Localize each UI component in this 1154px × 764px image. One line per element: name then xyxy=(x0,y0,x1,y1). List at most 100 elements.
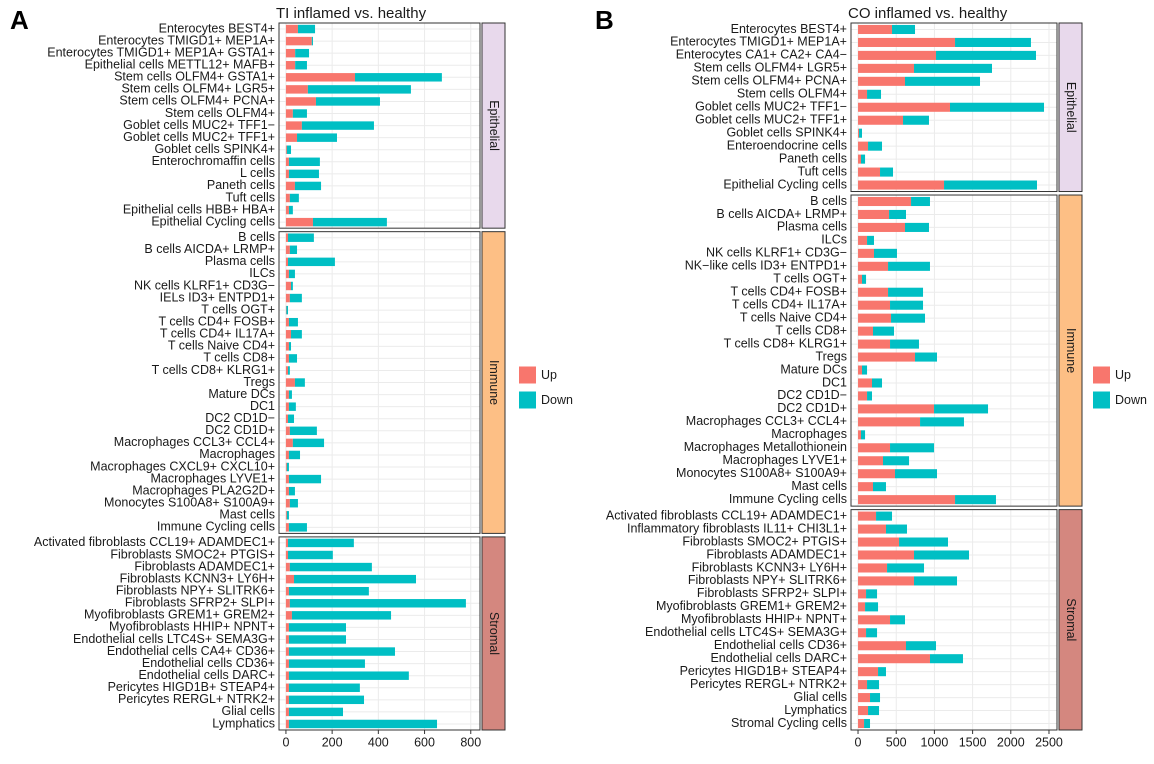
bar-segment xyxy=(290,499,298,507)
bar-segment xyxy=(289,342,291,350)
bar-segment xyxy=(890,443,934,452)
bar-segment xyxy=(286,635,289,643)
bar-segment xyxy=(858,353,915,362)
category-label: ILCs xyxy=(821,233,847,247)
x-tick-label: 200 xyxy=(322,735,343,749)
bar-segment xyxy=(286,475,289,483)
category-label: T cells Naive CD4+ xyxy=(740,310,847,324)
bar-segment xyxy=(289,270,295,278)
category-label: Inflammatory fibroblasts IL11+ CHI3L1+ xyxy=(627,521,847,535)
category-label: Macrophages CCL3+ CCL4+ xyxy=(686,414,847,428)
bar-segment xyxy=(295,182,321,190)
bar-segment xyxy=(867,236,874,245)
bar-segment xyxy=(286,294,290,302)
bar-segment xyxy=(290,194,299,202)
category-label: Fibroblasts SMOC2+ PTGIS+ xyxy=(682,534,847,548)
bar-segment xyxy=(892,25,915,34)
bar-segment xyxy=(891,314,925,323)
x-tick-label: 2000 xyxy=(997,735,1025,749)
bar-segment xyxy=(291,282,293,290)
legend-label: Up xyxy=(541,368,557,382)
bar-segment xyxy=(858,90,867,99)
bar-segment xyxy=(289,635,346,643)
bar-segment xyxy=(858,365,862,374)
category-label: Paneth cells xyxy=(779,151,847,165)
bar-segment xyxy=(858,327,873,336)
bar-segment xyxy=(914,64,992,73)
category-label: Pericytes RERGL+ NTRK2+ xyxy=(690,677,847,691)
bar-segment xyxy=(858,628,866,637)
bar-segment xyxy=(289,318,298,326)
bar-segment xyxy=(858,576,914,585)
category-label: Enterocytes BEST4+ xyxy=(731,22,847,36)
bar-segment xyxy=(888,288,923,297)
bar-segment xyxy=(286,463,287,471)
bar-segment xyxy=(906,641,936,650)
bar-segment xyxy=(286,182,295,190)
bar-segment xyxy=(286,499,290,507)
category-label: Endothelial cells CD36+ xyxy=(714,638,847,652)
bar-segment xyxy=(861,155,865,164)
category-label: Tuft cells xyxy=(797,164,847,178)
bar-segment xyxy=(286,318,289,326)
category-label: Goblet cells SPINK4+ xyxy=(726,125,847,139)
bar-segment xyxy=(286,523,289,531)
category-label: Lymphatics xyxy=(212,716,275,730)
bar-segment xyxy=(930,654,963,663)
bar-segment xyxy=(905,77,980,86)
bar-segment xyxy=(289,587,369,595)
bar-segment xyxy=(858,680,867,689)
bar-segment xyxy=(295,61,307,69)
bar-segment xyxy=(286,146,287,154)
bar-segment xyxy=(286,659,289,667)
bar-segment xyxy=(870,693,880,702)
bar-segment xyxy=(858,103,950,112)
facet-label: Immune xyxy=(1064,328,1078,373)
bar-segment xyxy=(286,109,293,117)
bar-segment xyxy=(867,680,879,689)
bar-segment xyxy=(868,706,879,715)
bar-segment xyxy=(878,667,886,676)
bar-segment xyxy=(286,551,288,559)
category-label: Macrophages LYVE1+ xyxy=(723,453,848,467)
category-label: Endothelial cells DARC+ xyxy=(710,651,847,665)
bar-segment xyxy=(859,129,862,138)
bar-segment xyxy=(936,51,1036,60)
facet-label: Stromal xyxy=(487,612,501,655)
bar-segment xyxy=(858,129,859,138)
bar-segment xyxy=(316,97,380,105)
bar-segment xyxy=(289,354,297,362)
bar-segment xyxy=(867,90,881,99)
x-tick-label: 800 xyxy=(460,735,481,749)
bar-segment xyxy=(286,720,289,728)
bar-segment xyxy=(289,451,300,459)
category-label: T cells CD4+ IL17A+ xyxy=(732,298,847,312)
bar-segment xyxy=(289,158,320,166)
bar-segment xyxy=(858,641,906,650)
bar-segment xyxy=(858,589,866,598)
category-label: Mast cells xyxy=(791,479,847,493)
bar-segment xyxy=(308,85,411,93)
category-label: Pericytes HIGD1B+ STEAP4+ xyxy=(680,664,847,678)
bar-segment xyxy=(914,576,957,585)
bar-segment xyxy=(286,623,289,631)
bar-segment xyxy=(289,390,292,398)
bar-segment xyxy=(858,512,876,521)
bar-segment xyxy=(289,708,343,716)
category-label: T cells CD8+ xyxy=(775,323,847,337)
bar-segment xyxy=(286,170,289,178)
legend-key xyxy=(1093,392,1110,409)
bar-segment xyxy=(302,121,374,129)
category-label: Immune Cycling cells xyxy=(157,520,275,534)
bar-segment xyxy=(286,439,293,447)
bar-segment xyxy=(286,708,289,716)
bar-segment xyxy=(858,469,895,478)
bar-segment xyxy=(286,73,355,81)
bar-segment xyxy=(297,133,337,141)
category-label: Goblet cells MUC2+ TFF1+ xyxy=(695,113,847,127)
category-label: Fibroblasts SFRP2+ SLPI+ xyxy=(697,586,847,600)
category-label: T cells CD8+ KLRG1+ xyxy=(724,336,847,350)
category-label: T cells CD4+ FOSB+ xyxy=(731,285,847,299)
category-label: Enterocytes CA1+ CA2+ CA4− xyxy=(676,48,847,62)
